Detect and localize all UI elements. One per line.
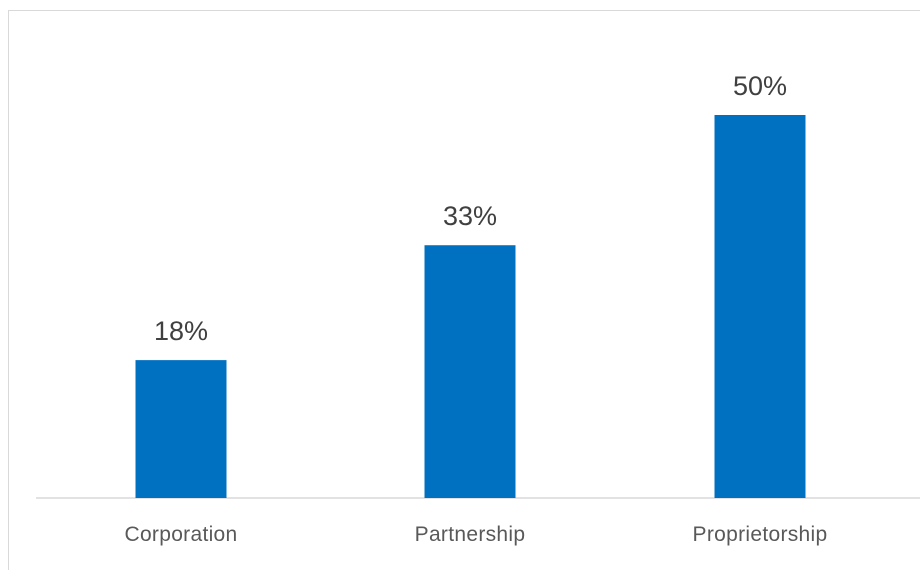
data-label-corporation: 18% (154, 316, 208, 346)
category-labels-group: Corporation Partnership Proprietorship (124, 523, 827, 546)
category-label-partnership: Partnership (415, 523, 526, 546)
data-label-partnership: 33% (443, 201, 497, 231)
bar-partnership (424, 245, 516, 498)
chart-frame (8, 10, 920, 570)
data-label-proprietorship: 50% (733, 71, 787, 101)
category-label-corporation: Corporation (124, 523, 237, 546)
data-labels-group: 18% 33% 50% (154, 71, 787, 346)
bar-proprietorship (714, 115, 806, 498)
bar-corporation (135, 360, 227, 498)
category-label-proprietorship: Proprietorship (693, 523, 828, 546)
bars-group (135, 115, 806, 498)
